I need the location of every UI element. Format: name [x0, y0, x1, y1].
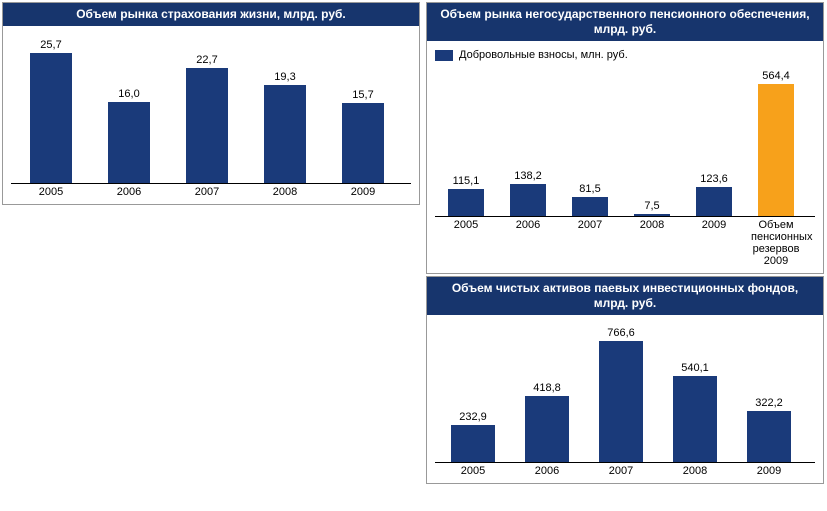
- x-tick-label: 2009: [333, 186, 393, 198]
- value-label: 15,7: [352, 89, 373, 101]
- panel-body: 232,9418,8766,6540,1322,2 20052006200720…: [427, 315, 823, 483]
- bar-chart: 232,9 418,8 766,6 540,1 322,2: [435, 323, 815, 463]
- x-tick-label: 2005: [441, 219, 491, 267]
- bar: [342, 103, 384, 183]
- x-axis: 2005 2006 2007 2008 2009: [11, 184, 411, 198]
- x-tick-label: 2008: [665, 465, 725, 477]
- value-label: 766,6: [607, 327, 635, 339]
- legend-swatch: [435, 50, 453, 61]
- bar: [108, 102, 150, 183]
- bar: [696, 187, 732, 216]
- chart-panel-life-insurance: Объем рынка страхования жизни, млрд. руб…: [2, 2, 420, 205]
- value-label: 16,0: [118, 88, 139, 100]
- x-tick-label: 2006: [99, 186, 159, 198]
- value-label: 81,5: [579, 183, 600, 195]
- x-tick-label: 2007: [591, 465, 651, 477]
- x-tick-label: 2008: [627, 219, 677, 267]
- bar: [599, 341, 643, 462]
- x-tick-label: 2005: [443, 465, 503, 477]
- bar-column: 22,7: [177, 54, 237, 183]
- bar-column: 19,3: [255, 71, 315, 183]
- legend: Добровольные взносы, млн. руб.: [435, 49, 815, 61]
- bar-column: 540,1: [665, 362, 725, 462]
- value-label: 322,2: [755, 397, 783, 409]
- value-label: 564,4: [762, 70, 790, 82]
- value-label: 232,9: [459, 411, 487, 423]
- bar: [572, 197, 608, 216]
- value-label: 115,1: [453, 175, 480, 187]
- x-tick-label: 2006: [503, 219, 553, 267]
- value-label: 19,3: [274, 71, 295, 83]
- x-axis: 2005 2006 2007 2008 2009: [435, 463, 815, 477]
- x-tick-label: 2007: [565, 219, 615, 267]
- x-tick-label: Объем пенсионных резервов 2009: [751, 219, 801, 267]
- bar: [510, 184, 546, 216]
- bar-column: 418,8: [517, 382, 577, 462]
- x-tick-label: 2008: [255, 186, 315, 198]
- panel-title: Объем рынка страхования жизни, млрд. руб…: [3, 3, 419, 26]
- bar-chart: 25,7 16,0 22,7 19,3 15,7: [11, 34, 411, 184]
- bar: [758, 84, 794, 216]
- bar: [186, 68, 228, 183]
- value-label: 25,7: [40, 39, 61, 51]
- bar: [264, 85, 306, 183]
- x-axis: 20052006200720082009Объем пенсионных рез…: [435, 217, 815, 267]
- legend-label: Добровольные взносы, млн. руб.: [459, 49, 628, 61]
- panel-body: 25,716,022,719,315,7 2005200620072008200…: [3, 26, 419, 204]
- bar-column: 322,2: [739, 397, 799, 462]
- bar: [525, 396, 569, 462]
- value-label: 138,2: [514, 170, 542, 182]
- value-label: 418,8: [533, 382, 561, 394]
- bar: [747, 411, 791, 462]
- bar-column: 16,0: [99, 88, 159, 183]
- bar: [30, 53, 72, 183]
- bar-column: 138,2: [503, 170, 553, 216]
- chart-panel-pension: Объем рынка негосударственного пенсионно…: [426, 2, 824, 274]
- bar: [451, 425, 495, 462]
- panel-body: Добровольные взносы, млн. руб. 115,1 138,…: [427, 41, 823, 273]
- bar-column: 123,6: [689, 173, 739, 216]
- bar: [448, 189, 484, 216]
- bar-column: 564,4: [751, 70, 801, 216]
- bar-column: 7,5: [627, 200, 677, 216]
- x-tick-label: 2006: [517, 465, 577, 477]
- bar-column: 115,1: [441, 175, 491, 216]
- value-label: 540,1: [681, 362, 709, 374]
- panel-title: Объем чистых активов паевых инвестиционн…: [427, 277, 823, 315]
- chart-panel-mutual-funds: Объем чистых активов паевых инвестиционн…: [426, 276, 824, 484]
- x-tick-label: 2009: [739, 465, 799, 477]
- bar: [673, 376, 717, 462]
- bar-column: 81,5: [565, 183, 615, 216]
- bar-column: 25,7: [21, 39, 81, 183]
- value-label: 7,5: [644, 200, 659, 212]
- value-label: 123,6: [700, 173, 728, 185]
- bar: [634, 214, 670, 216]
- bar-column: 15,7: [333, 89, 393, 183]
- bar-chart: 115,1 138,2 81,5 7,5 123,6 564,4: [435, 67, 815, 217]
- bar-column: 232,9: [443, 411, 503, 462]
- panel-title: Объем рынка негосударственного пенсионно…: [427, 3, 823, 41]
- x-tick-label: 2009: [689, 219, 739, 267]
- bar-column: 766,6: [591, 327, 651, 462]
- value-label: 22,7: [196, 54, 217, 66]
- x-tick-label: 2007: [177, 186, 237, 198]
- x-tick-label: 2005: [21, 186, 81, 198]
